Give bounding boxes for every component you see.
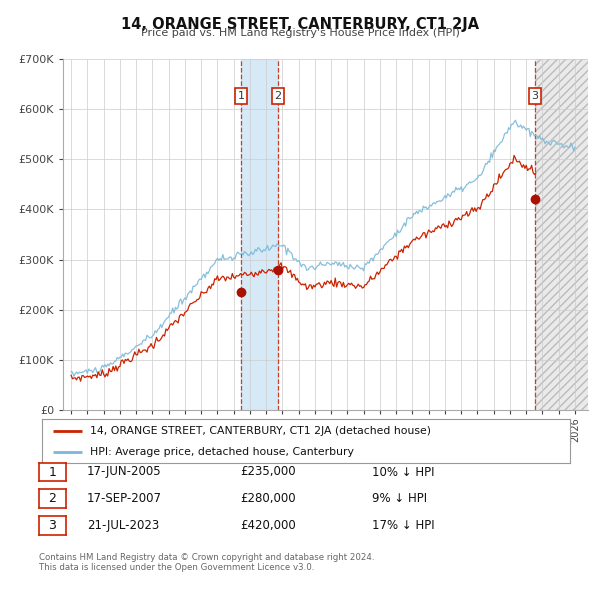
Bar	[535, 59, 588, 410]
Text: 9% ↓ HPI: 9% ↓ HPI	[372, 492, 427, 505]
Text: 21-JUL-2023: 21-JUL-2023	[87, 519, 159, 532]
Text: Contains HM Land Registry data © Crown copyright and database right 2024.: Contains HM Land Registry data © Crown c…	[39, 553, 374, 562]
Bar	[535, 59, 588, 410]
Text: 14, ORANGE STREET, CANTERBURY, CT1 2JA: 14, ORANGE STREET, CANTERBURY, CT1 2JA	[121, 17, 479, 31]
Text: 2: 2	[274, 91, 281, 101]
Bar	[241, 59, 278, 410]
Text: 1: 1	[49, 466, 56, 478]
Text: Price paid vs. HM Land Registry's House Price Index (HPI): Price paid vs. HM Land Registry's House …	[140, 28, 460, 38]
Text: 1: 1	[238, 91, 245, 101]
Text: 10% ↓ HPI: 10% ↓ HPI	[372, 466, 434, 478]
Text: £280,000: £280,000	[240, 492, 296, 505]
Text: 3: 3	[49, 519, 56, 532]
Text: 2: 2	[49, 492, 56, 505]
Text: 17% ↓ HPI: 17% ↓ HPI	[372, 519, 434, 532]
Text: HPI: Average price, detached house, Canterbury: HPI: Average price, detached house, Cant…	[89, 447, 353, 457]
Text: 3: 3	[532, 91, 539, 101]
Text: £420,000: £420,000	[240, 519, 296, 532]
Text: 14, ORANGE STREET, CANTERBURY, CT1 2JA (detached house): 14, ORANGE STREET, CANTERBURY, CT1 2JA (…	[89, 427, 431, 436]
Text: 17-SEP-2007: 17-SEP-2007	[87, 492, 162, 505]
Text: This data is licensed under the Open Government Licence v3.0.: This data is licensed under the Open Gov…	[39, 563, 314, 572]
Text: £235,000: £235,000	[240, 466, 296, 478]
Text: 17-JUN-2005: 17-JUN-2005	[87, 466, 161, 478]
